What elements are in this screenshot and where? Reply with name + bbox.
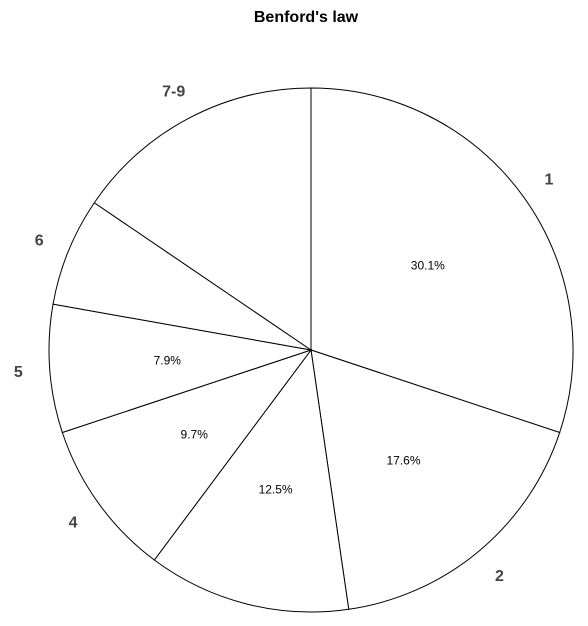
slice-value-label-1: 30.1% [411,259,445,273]
slice-value-label-2: 17.6% [386,454,420,468]
slice-value-label-5: 7.9% [154,353,182,367]
slice-label-7-9: 7-9 [162,84,185,101]
slice-value-label-4: 9.7% [181,427,209,441]
slice-label-6: 6 [35,232,44,249]
chart-title: Benford's law [254,9,359,26]
slice-label-5: 5 [14,364,23,381]
slice-label-1: 1 [544,171,553,188]
slice-label-2: 2 [495,568,504,585]
slice-label-4: 4 [69,515,78,532]
slice-value-label-3: 12.5% [259,483,293,497]
pie-slices [49,88,573,612]
